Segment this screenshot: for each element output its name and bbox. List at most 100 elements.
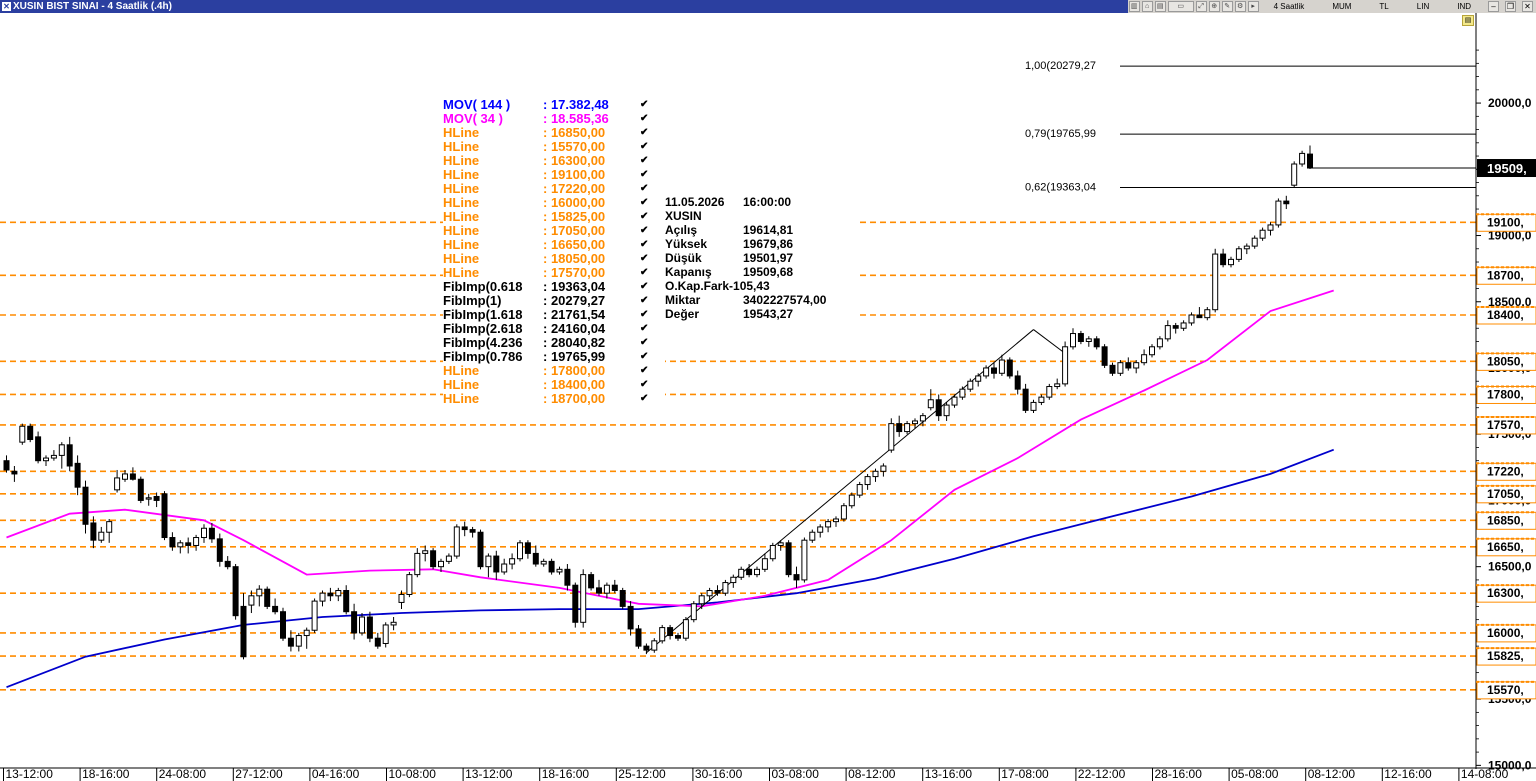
candle[interactable] [216,538,223,562]
candle[interactable] [532,552,539,565]
candle[interactable] [374,637,381,647]
folder-icon[interactable]: ▤ [1462,15,1474,26]
candle[interactable] [659,627,666,642]
candle[interactable] [880,465,887,472]
check-icon[interactable]: ✔ [640,365,649,376]
currency-selector[interactable]: TL [1379,2,1389,11]
legend-row[interactable]: HLine: 18400,00 ✔ [443,378,665,392]
toolbar-edit-icon[interactable]: ✎ [1221,1,1233,12]
candle[interactable] [82,486,89,525]
candle[interactable] [177,542,184,548]
candle[interactable] [74,462,81,488]
legend-row[interactable]: HLine: 16850,00 ✔ [443,126,665,140]
candle[interactable] [509,558,516,565]
check-icon[interactable]: ✔ [640,253,649,264]
candle[interactable] [983,367,990,377]
candle[interactable] [272,605,279,613]
candle[interactable] [43,457,49,462]
candle[interactable] [611,584,618,592]
candle[interactable] [919,415,926,422]
candle[interactable] [224,560,231,568]
candle[interactable] [524,542,531,554]
period-selector[interactable]: 4 Saatlik [1273,2,1305,11]
candle[interactable] [675,635,681,639]
check-icon[interactable]: ✔ [640,127,649,138]
candle[interactable] [1243,245,1250,250]
candle[interactable] [517,542,523,560]
candle[interactable] [825,521,832,528]
candle[interactable] [453,526,460,557]
candle[interactable] [627,605,634,630]
candle[interactable] [193,537,200,546]
candle[interactable] [1070,333,1076,348]
candle[interactable] [603,584,610,594]
legend-row[interactable]: HLine: 16000,00 ✔ [443,196,665,210]
candle[interactable] [1062,346,1069,385]
candle[interactable] [208,527,215,540]
candle[interactable] [382,624,389,644]
legend-row[interactable]: HLine: 18700,00 ✔ [443,392,665,406]
legend-row[interactable]: HLine: 16650,00 ✔ [443,238,665,252]
candle[interactable] [35,436,42,462]
candle[interactable] [1046,386,1053,398]
legend-row[interactable]: HLine: 19100,00 ✔ [443,168,665,182]
candle[interactable] [1038,396,1045,403]
candle[interactable] [366,616,373,639]
candle[interactable] [848,494,855,507]
candle[interactable] [809,531,816,541]
candle[interactable] [596,587,602,594]
candle[interactable] [11,470,18,475]
candle[interactable] [390,621,397,626]
candle[interactable] [698,595,705,605]
check-icon[interactable]: ✔ [640,183,649,194]
candle[interactable] [667,627,674,637]
candle[interactable] [1125,362,1132,369]
candle[interactable] [643,645,650,651]
candle[interactable] [27,425,34,441]
candle[interactable] [461,526,468,531]
candle[interactable] [264,588,271,607]
toolbar-expand-icon[interactable]: ⤢ [1195,1,1207,12]
candle[interactable] [1006,359,1013,377]
toolbar-sample-icon[interactable]: ▭ [1167,1,1194,12]
candle[interactable] [690,603,697,621]
legend-row[interactable]: FibImp(4.236: 28040,82 ✔ [443,336,665,350]
candle[interactable] [840,505,847,520]
candle[interactable] [888,423,895,451]
legend-row[interactable]: HLine: 17570,00 ✔ [443,266,665,280]
candle[interactable] [129,473,136,480]
check-icon[interactable]: ✔ [640,267,649,278]
candle[interactable] [1164,325,1171,340]
candle[interactable] [422,550,429,554]
candle[interactable] [769,544,776,560]
candle[interactable] [1259,229,1266,239]
candle[interactable] [856,484,863,496]
candle[interactable] [935,399,942,417]
candle[interactable] [682,619,689,639]
check-icon[interactable]: ✔ [640,197,649,208]
candle[interactable] [185,542,192,546]
check-icon[interactable]: ✔ [640,239,649,250]
check-icon[interactable]: ✔ [640,141,649,152]
candle[interactable] [864,476,871,486]
candle[interactable] [327,592,334,597]
candle[interactable] [319,592,326,602]
candle[interactable] [445,555,452,562]
candle[interactable] [66,444,73,467]
check-icon[interactable]: ✔ [640,393,649,404]
candle[interactable] [359,616,365,634]
candle[interactable] [232,566,239,617]
candle[interactable] [635,628,642,647]
price-chart[interactable]: 1,00(20279,270,79(19765,990,62(19363,04 … [0,13,1536,781]
candle[interactable] [398,593,405,603]
candle[interactable] [106,521,113,533]
candle[interactable] [169,537,176,548]
candle[interactable] [256,588,263,597]
candle[interactable] [98,531,105,541]
ma-line[interactable] [6,448,1335,689]
candle[interactable] [619,590,626,607]
check-icon[interactable]: ✔ [640,113,649,124]
candle[interactable] [1054,383,1061,388]
candle[interactable] [1149,346,1155,356]
toolbar-print-icon[interactable]: ▤ [1154,1,1166,12]
